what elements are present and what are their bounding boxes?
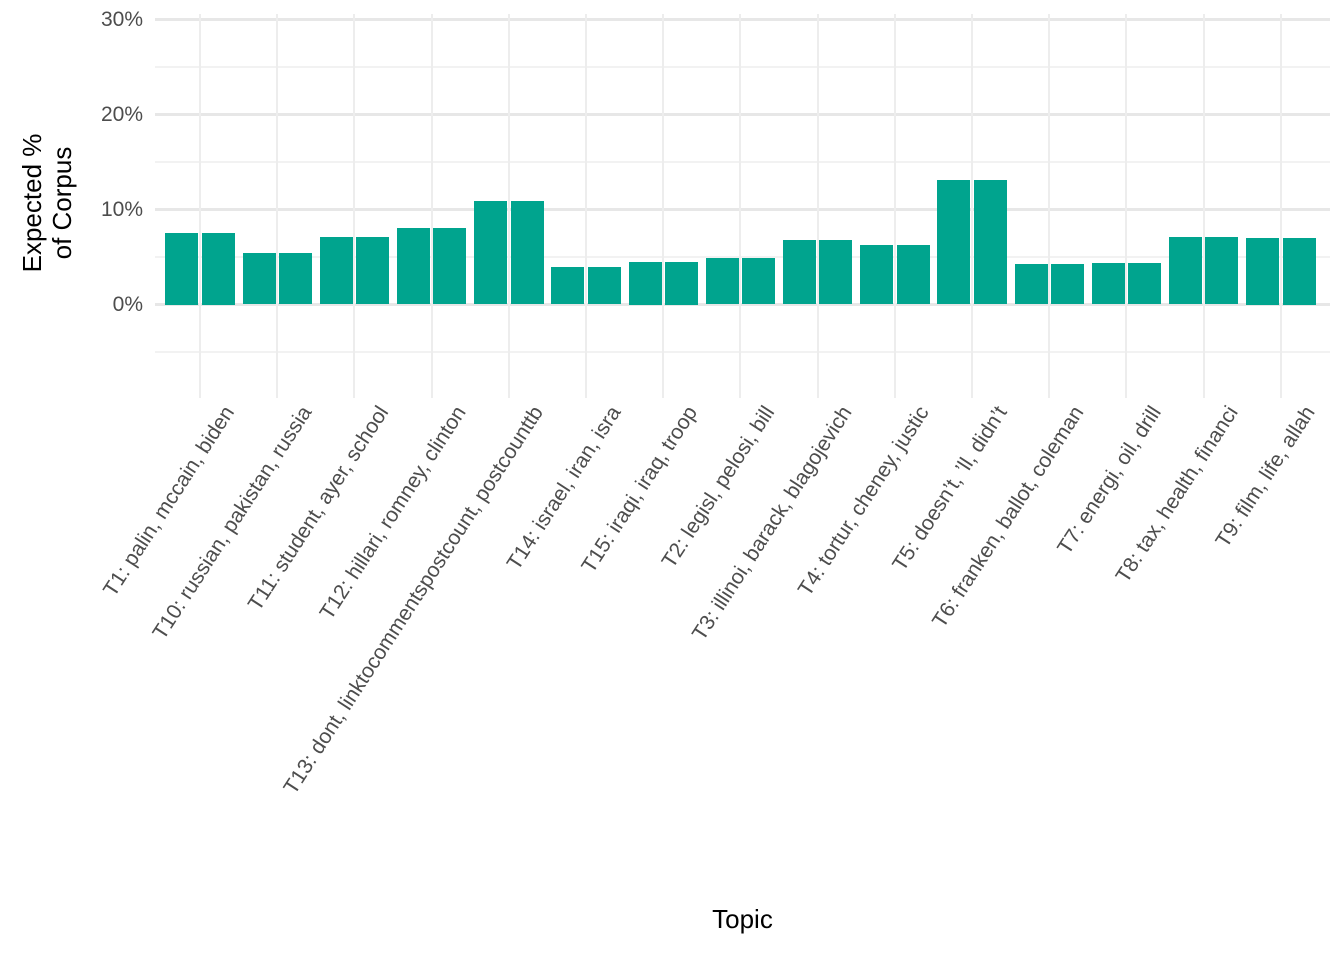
y-tick-label: 10%	[100, 197, 143, 221]
gridline-v	[430, 14, 433, 398]
gridline-v	[585, 14, 587, 398]
gridline-v	[816, 14, 819, 398]
bar	[396, 227, 430, 305]
bar	[433, 227, 467, 305]
bar	[1246, 238, 1280, 305]
bar	[937, 180, 971, 305]
bar	[201, 233, 235, 305]
bar	[860, 244, 894, 305]
gridline-h-major	[155, 208, 1330, 211]
gridline-v	[1279, 14, 1282, 398]
gridline-h-minor	[155, 161, 1330, 163]
gridline-v	[971, 14, 973, 398]
gridline-h-major	[155, 18, 1330, 21]
x-axis-title: Topic	[712, 904, 773, 934]
gridline-v	[1202, 14, 1205, 398]
y-tick-label: 20%	[100, 102, 143, 126]
gridline-v	[1048, 14, 1051, 398]
bar	[628, 261, 662, 305]
bar	[278, 253, 312, 305]
bar	[1128, 262, 1162, 305]
bar	[356, 237, 390, 305]
gridline-h-minor	[155, 351, 1330, 353]
x-tick-label: T4: tortur, cheney, justic	[794, 402, 935, 601]
bar	[1050, 263, 1084, 305]
y-tick-label: 30%	[100, 7, 143, 31]
bar	[551, 267, 585, 305]
bar	[587, 267, 621, 305]
bar	[1282, 238, 1316, 305]
bar	[819, 239, 853, 305]
gridline-v	[739, 14, 742, 398]
bar	[896, 244, 930, 305]
x-tick-label: T12: hillari, romney, clinton	[315, 402, 471, 624]
gridline-v	[353, 14, 356, 398]
bar	[510, 200, 544, 305]
bar	[973, 180, 1007, 305]
bar	[319, 237, 353, 305]
gridline-h-major	[155, 303, 1330, 306]
bar	[664, 261, 698, 305]
gridline-v	[507, 14, 510, 398]
gridline-v	[662, 14, 665, 398]
x-tick-label: T11: student, ayer, school	[244, 402, 394, 615]
bar	[242, 253, 276, 305]
gridline-v	[893, 14, 896, 398]
x-tick-label: T1: palin, mccain, biden	[99, 402, 240, 601]
bar	[1168, 237, 1202, 305]
x-tick-label: T3: illinoi, barack, blagojevich	[688, 402, 857, 645]
gridline-h-minor	[155, 66, 1330, 68]
bar	[474, 200, 508, 305]
bar	[1205, 237, 1239, 305]
bar	[165, 233, 199, 305]
y-tick-label: 0%	[112, 292, 143, 316]
bar	[1014, 263, 1048, 305]
y-axis-title-line-1: Expected %	[17, 133, 47, 273]
gridline-v	[199, 14, 201, 398]
x-tick-label: T10: russian, pakistan, russia	[148, 402, 317, 644]
x-tick-label: T6: franken, ballot, coleman	[928, 402, 1089, 632]
gridline-h-major	[155, 113, 1330, 116]
bar	[1091, 262, 1125, 305]
bar	[705, 257, 739, 305]
gridline-v	[276, 14, 279, 398]
gridline-h-minor	[155, 256, 1330, 258]
bar	[782, 239, 816, 305]
gridline-v	[1125, 14, 1128, 398]
bar	[742, 257, 776, 305]
